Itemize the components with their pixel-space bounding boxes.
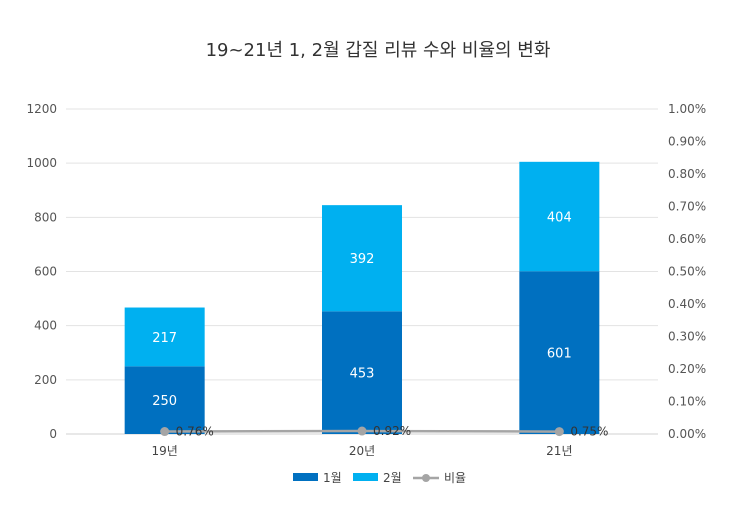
x-axis: 19년 20년 21년 — [152, 444, 573, 458]
bar-data-label: 404 — [547, 211, 572, 226]
ratio-point — [160, 427, 170, 437]
y2-tick-label: 0.80% — [668, 167, 706, 181]
legend-label: 비율 — [444, 471, 466, 485]
y-tick-label: 200 — [34, 373, 57, 387]
legend-label: 1월 — [323, 471, 342, 485]
y-tick-label: 800 — [34, 210, 57, 224]
bar-data-label: 601 — [547, 347, 572, 362]
y-tick-label: 0 — [49, 427, 57, 441]
ratio-line-series: 0.76% 0.92% 0.75% — [160, 424, 608, 439]
bar-feb — [519, 161, 600, 272]
y2-tick-label: 0.50% — [668, 265, 706, 279]
y2-tick-label: 0.70% — [668, 200, 706, 214]
bar-feb — [322, 205, 402, 312]
legend: 1월 2월 비율 — [293, 471, 466, 485]
y-axis-left: 0 200 400 600 800 1000 1200 — [26, 102, 57, 441]
ratio-data-label: 0.92% — [373, 424, 411, 438]
legend-marker — [422, 474, 430, 482]
y-tick-label: 1000 — [26, 156, 57, 170]
x-tick-label: 20년 — [349, 444, 375, 458]
x-tick-label: 21년 — [546, 444, 572, 458]
y2-tick-label: 0.90% — [668, 135, 706, 149]
bar-data-label: 453 — [350, 367, 375, 382]
y2-tick-label: 0.20% — [668, 362, 706, 376]
legend-swatch — [353, 473, 378, 481]
y2-tick-label: 1.00% — [668, 102, 706, 116]
bar-feb — [124, 307, 205, 367]
ratio-point — [554, 427, 564, 437]
y2-tick-label: 0.40% — [668, 297, 706, 311]
y2-tick-label: 0.10% — [668, 395, 706, 409]
y-tick-label: 400 — [34, 319, 57, 333]
legend-label: 2월 — [383, 471, 402, 485]
bar-jan — [124, 366, 205, 434]
ratio-point — [357, 426, 367, 436]
x-tick-label: 19년 — [152, 444, 178, 458]
bar-series: 250 217 453 392 601 404 — [124, 161, 600, 434]
bar-jan — [322, 311, 402, 434]
chart-title: 19~21년 1, 2월 갑질 리뷰 수와 비율의 변화 — [206, 40, 551, 61]
bar-jan — [519, 271, 600, 434]
bar-data-label: 217 — [152, 331, 177, 346]
y-tick-label: 1200 — [26, 102, 57, 116]
bar-data-label: 250 — [152, 394, 177, 409]
legend-swatch — [293, 473, 318, 481]
ratio-data-label: 0.76% — [176, 425, 214, 439]
y-axis-right: 0.00% 0.10% 0.20% 0.30% 0.40% 0.50% 0.60% 0.70%… — [668, 102, 706, 441]
y-tick-label: 600 — [34, 265, 57, 279]
y2-tick-label: 0.30% — [668, 330, 706, 344]
bar-data-label: 392 — [350, 252, 375, 267]
ratio-data-label: 0.75% — [570, 425, 608, 439]
y2-tick-label: 0.60% — [668, 232, 706, 246]
y2-tick-label: 0.00% — [668, 427, 706, 441]
